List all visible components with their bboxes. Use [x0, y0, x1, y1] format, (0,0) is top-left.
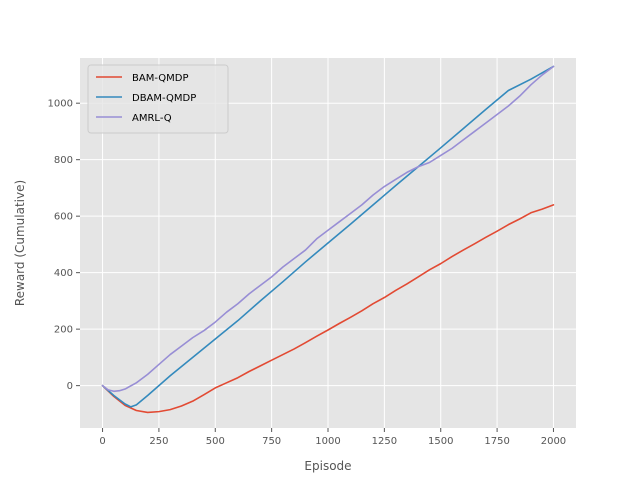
series-lines [101, 65, 555, 414]
y-axis-label: Reward (Cumulative) [13, 180, 27, 306]
x-tick-label: 2000 [541, 436, 566, 447]
x-tick-label: 1500 [428, 436, 453, 447]
x-tick-label: 1000 [315, 436, 340, 447]
x-tick-label: 1750 [484, 436, 509, 447]
x-tick-label: 250 [149, 436, 168, 447]
y-tick-label: 200 [54, 325, 73, 336]
series-line-bam-qmdp [101, 204, 555, 414]
y-tick-label: 800 [54, 155, 73, 166]
x-tick-label: 750 [262, 436, 281, 447]
legend-box [87, 64, 229, 134]
legend: BAM-QMDP DBAM-QMDP AMRL-Q [87, 64, 229, 134]
y-tick-label: 400 [54, 268, 73, 279]
x-tick-label: 500 [206, 436, 225, 447]
x-tick-label: 1250 [372, 436, 397, 447]
y-tick-label: 600 [54, 212, 73, 223]
y-tick-label: 0 [67, 381, 73, 392]
ticks: 0 250 500 750 1000 1250 1500 1750 2000 0 200 400 600… [48, 99, 567, 447]
y-tick-label: 1000 [48, 99, 73, 110]
legend-label: DBAM-QMDP [132, 93, 196, 104]
legend-label: BAM-QMDP [132, 73, 189, 84]
series-line-amrl-q [101, 65, 555, 393]
legend-label: AMRL-Q [132, 113, 172, 124]
series-line-dbam-qmdp [101, 65, 555, 408]
x-axis-label: Episode [304, 459, 351, 473]
x-tick-label: 0 [99, 436, 105, 447]
